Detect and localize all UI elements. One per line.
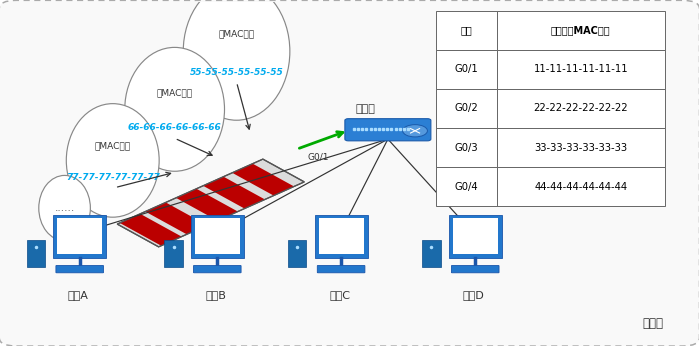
Bar [315, 215, 368, 257]
Bar [436, 89, 496, 128]
Bar [27, 240, 45, 267]
FancyBboxPatch shape [194, 265, 241, 273]
Bar [496, 167, 665, 207]
FancyBboxPatch shape [56, 265, 103, 273]
Text: 主机A: 主机A [68, 290, 89, 300]
Bar [496, 89, 665, 128]
Text: 33-33-33-33-33-33: 33-33-33-33-33-33 [534, 143, 628, 153]
Ellipse shape [38, 175, 90, 241]
Text: 源MAC地址: 源MAC地址 [94, 141, 131, 150]
Text: 源MAC地址: 源MAC地址 [219, 29, 254, 38]
Text: 11-11-11-11-11-11: 11-11-11-11-11-11 [533, 64, 628, 74]
Bar [496, 128, 665, 167]
Bar [203, 177, 265, 209]
Ellipse shape [124, 47, 224, 171]
Bar [496, 10, 665, 50]
Text: G0/1: G0/1 [454, 64, 478, 74]
Text: 交换机: 交换机 [355, 103, 375, 113]
Text: 端口: 端口 [461, 25, 472, 35]
Ellipse shape [66, 104, 159, 217]
Text: 44-44-44-44-44-44: 44-44-44-44-44-44 [534, 182, 628, 192]
Text: 主机B: 主机B [206, 290, 226, 300]
Bar [117, 159, 304, 247]
Bar [496, 50, 665, 89]
Text: 对端设备MAC地址: 对端设备MAC地址 [551, 25, 611, 35]
Text: 源MAC地址: 源MAC地址 [157, 89, 193, 98]
Bar [117, 159, 304, 247]
Text: G0/4: G0/4 [454, 182, 478, 192]
Bar [436, 167, 496, 207]
Text: 55-55-55-55-55-55: 55-55-55-55-55-55 [189, 67, 283, 76]
Text: G0/1: G0/1 [307, 153, 329, 162]
Bar [436, 128, 496, 167]
Bar [288, 240, 306, 267]
FancyBboxPatch shape [317, 265, 365, 273]
Bar [422, 240, 440, 267]
Text: ......: ...... [55, 203, 75, 213]
Bar [232, 164, 294, 195]
Bar [145, 202, 207, 234]
Text: 22-22-22-22-22-22: 22-22-22-22-22-22 [533, 103, 628, 113]
Bar [57, 218, 102, 254]
Text: 广播域: 广播域 [642, 317, 663, 330]
Text: 77-77-77-77-77-77: 77-77-77-77-77-77 [66, 173, 159, 182]
Bar [453, 218, 498, 254]
Bar [53, 215, 106, 257]
FancyBboxPatch shape [452, 265, 499, 273]
Text: 66-66-66-66-66-66: 66-66-66-66-66-66 [128, 124, 222, 133]
Bar [191, 215, 244, 257]
Bar [436, 50, 496, 89]
Text: 主机D: 主机D [463, 290, 484, 300]
FancyBboxPatch shape [345, 119, 431, 141]
Bar [436, 10, 496, 50]
Bar [319, 218, 363, 254]
Bar [195, 218, 240, 254]
Text: G0/2: G0/2 [454, 103, 478, 113]
Ellipse shape [183, 0, 290, 120]
Bar [449, 215, 502, 257]
Bar [120, 214, 182, 246]
Circle shape [403, 125, 427, 137]
Bar [176, 189, 238, 221]
Bar [164, 240, 182, 267]
Text: G0/3: G0/3 [454, 143, 478, 153]
Text: 主机C: 主机C [329, 290, 350, 300]
